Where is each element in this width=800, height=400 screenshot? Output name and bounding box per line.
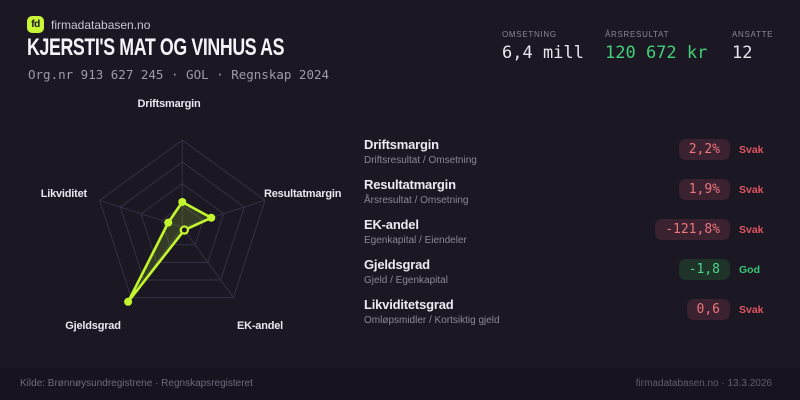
radar-axis-label-likviditet: Likviditet [41,188,88,200]
stat-value: 6,4 mill [502,43,584,63]
footer-attribution[interactable]: firmadatabasen.no · 13.3.2026 [635,378,772,389]
company-meta: Org.nr 913 627 245 · GOL · Regnskap 2024 [28,67,330,82]
radar-axis-label-resultatmargin: Resultatmargin [264,188,342,200]
metric-row: Likviditetsgrad Omløpsmidler / Kortsikti… [364,298,800,334]
radar-chart: Driftsmargin Resultatmargin EK-andel Gje… [41,98,342,332]
metric-formula: Egenkapital / Eiendeler [364,235,467,246]
metric-row: Resultatmargin Årsresultat / Omsetning 1… [364,178,800,214]
stat-label: ANSATTE [732,30,774,39]
page-title: KJERSTI'S MAT OG VINHUS AS [27,34,285,61]
metric-value-pill: 0,6 [686,299,730,320]
metric-name: Driftsmargin [364,137,439,152]
metric-name: Resultatmargin [364,177,456,192]
metric-value-pill: -121,8% [655,219,730,240]
metric-name: EK-andel [364,217,419,232]
metric-row: EK-andel Egenkapital / Eiendeler -121,8%… [364,218,800,254]
metric-row: Driftsmargin Driftsresultat / Omsetning … [364,138,800,174]
stat-value: 120 672 kr [605,43,708,63]
footer-source: Kilde: Brønnøysundregistrene · Regnskaps… [20,378,253,389]
stat-ansatte: ANSATTE 12 [732,30,773,63]
metric-value-pill: -1,8 [678,259,730,280]
radar-axis-label-ek-andel: EK-andel [237,320,283,332]
radar-axis-label-driftsmargin: Driftsmargin [138,98,201,110]
radar-axis-label-gjeldsgrad: Gjeldsgrad [65,320,120,332]
metric-formula: Driftsresultat / Omsetning [364,155,477,166]
metric-rating: Svak [739,184,764,196]
metric-rating: Svak [739,224,764,236]
metric-formula: Omløpsmidler / Kortsiktig gjeld [364,315,500,326]
metric-rating: Svak [739,304,764,316]
footer: Kilde: Brønnøysundregistrene · Regnskaps… [0,368,800,400]
metric-value-pill: 1,9% [678,179,730,200]
metric-name: Likviditetsgrad [364,297,454,312]
metric-rating: Svak [739,144,764,156]
metric-row: Gjeldsgrad Gjeld / Egenkapital -1,8 God [364,258,800,294]
metric-formula: Årsresultat / Omsetning [364,195,469,206]
radar-plot [98,139,266,306]
brand-logo: fd [27,16,44,33]
stat-omsetning: OMSETNING 6,4 mill [502,30,584,63]
stat-label: OMSETNING [502,30,557,39]
metric-formula: Gjeld / Egenkapital [364,275,448,286]
metric-rating: God [739,264,760,276]
metric-value-pill: 2,2% [678,139,730,160]
stat-value: 12 [732,43,753,63]
brand-name[interactable]: firmadatabasen.no [51,18,151,32]
stat-arsresultat: ÅRSRESULTAT 120 672 kr [605,30,707,63]
metric-name: Gjeldsgrad [364,257,430,272]
stat-label: ÅRSRESULTAT [605,30,670,39]
